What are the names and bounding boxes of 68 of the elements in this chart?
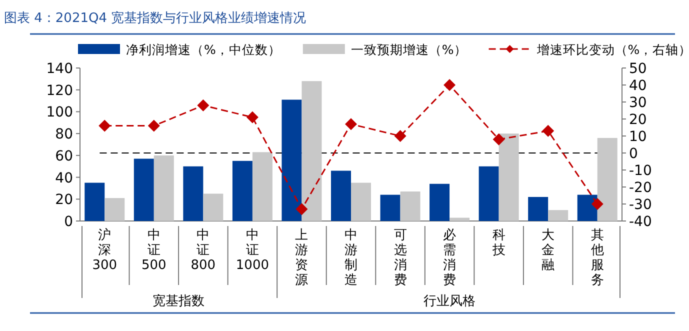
- point: [246, 111, 258, 124]
- bar: [282, 100, 302, 221]
- point: [394, 130, 406, 142]
- text: 宽基指数: [152, 293, 205, 309]
- bar: [528, 196, 548, 221]
- y2-tick-label: 0: [629, 146, 638, 162]
- legend-label: 一致预期增速（%）: [350, 42, 467, 57]
- bar: [380, 194, 400, 221]
- bar: [104, 198, 125, 221]
- y2-tick-label: -30: [629, 197, 652, 213]
- x-tick-label: 大金融: [542, 228, 555, 273]
- y-tick-label: 60: [55, 148, 73, 164]
- y2-tick-label: -20: [629, 180, 652, 196]
- y-tick-label: 120: [46, 82, 73, 99]
- point: [148, 120, 160, 132]
- x-tick-label: 沪深300: [92, 227, 118, 273]
- y2-tick-label: -10: [629, 163, 652, 179]
- x-tick-label: 中证500: [141, 228, 166, 273]
- bar: [450, 218, 470, 221]
- y2-tick-label: 30: [629, 95, 647, 111]
- bar: [203, 194, 224, 221]
- y-tick-label: 40: [55, 170, 73, 186]
- bar: [430, 184, 450, 221]
- bar: [351, 182, 371, 221]
- bar: [400, 191, 420, 221]
- bar: [478, 166, 499, 221]
- y2-tick-label: 50: [629, 61, 647, 77]
- x-tick-label: 中游制造: [344, 228, 358, 288]
- legend-label: 增速环比变动（%，右轴）: [536, 42, 689, 57]
- bar: [597, 138, 618, 221]
- y-tick-label: 0: [64, 214, 73, 230]
- point: [542, 124, 554, 137]
- x-tick-label: 可选消费: [394, 228, 407, 288]
- bar: [183, 166, 204, 221]
- x-tick-label: 中证1000: [236, 228, 269, 273]
- point: [492, 133, 505, 146]
- legend-label: 净利润增速（%，中位数）: [126, 42, 281, 57]
- x-tick-label: 必需消费: [443, 228, 456, 288]
- point: [345, 118, 357, 130]
- bar: [577, 194, 598, 221]
- x-tick-label: 其他服务: [590, 228, 604, 288]
- y2-tick-label: 20: [629, 112, 647, 128]
- y2-tick-label: 40: [629, 78, 647, 94]
- text: 行业风格: [424, 294, 476, 309]
- point: [296, 203, 308, 216]
- bar: [331, 170, 351, 221]
- x-tick-label: 上游资源: [295, 228, 308, 288]
- x-tick-label: 中证800: [190, 228, 216, 273]
- x-tick-label: 科技: [491, 228, 506, 258]
- bar: [134, 158, 154, 221]
- y2-tick-label: -40: [629, 214, 652, 230]
- bar: [548, 210, 568, 221]
- bar: [498, 134, 519, 221]
- bar: [302, 81, 322, 221]
- y2-tick-label: 10: [629, 129, 647, 145]
- y-tick-label: 140: [46, 61, 73, 77]
- point: [197, 99, 210, 112]
- bar: [232, 160, 252, 221]
- bar: [154, 155, 174, 221]
- bar: [252, 152, 272, 221]
- y-tick-label: 20: [55, 192, 73, 208]
- y-tick-label: 100: [46, 104, 73, 121]
- point: [591, 198, 604, 210]
- point: [444, 79, 456, 91]
- bar: [84, 182, 105, 221]
- title: 图表 4：2021Q4 宽基指数与行业风格业绩增速情况: [4, 11, 306, 26]
- point: [98, 120, 111, 132]
- y-tick-label: 80: [55, 126, 73, 143]
